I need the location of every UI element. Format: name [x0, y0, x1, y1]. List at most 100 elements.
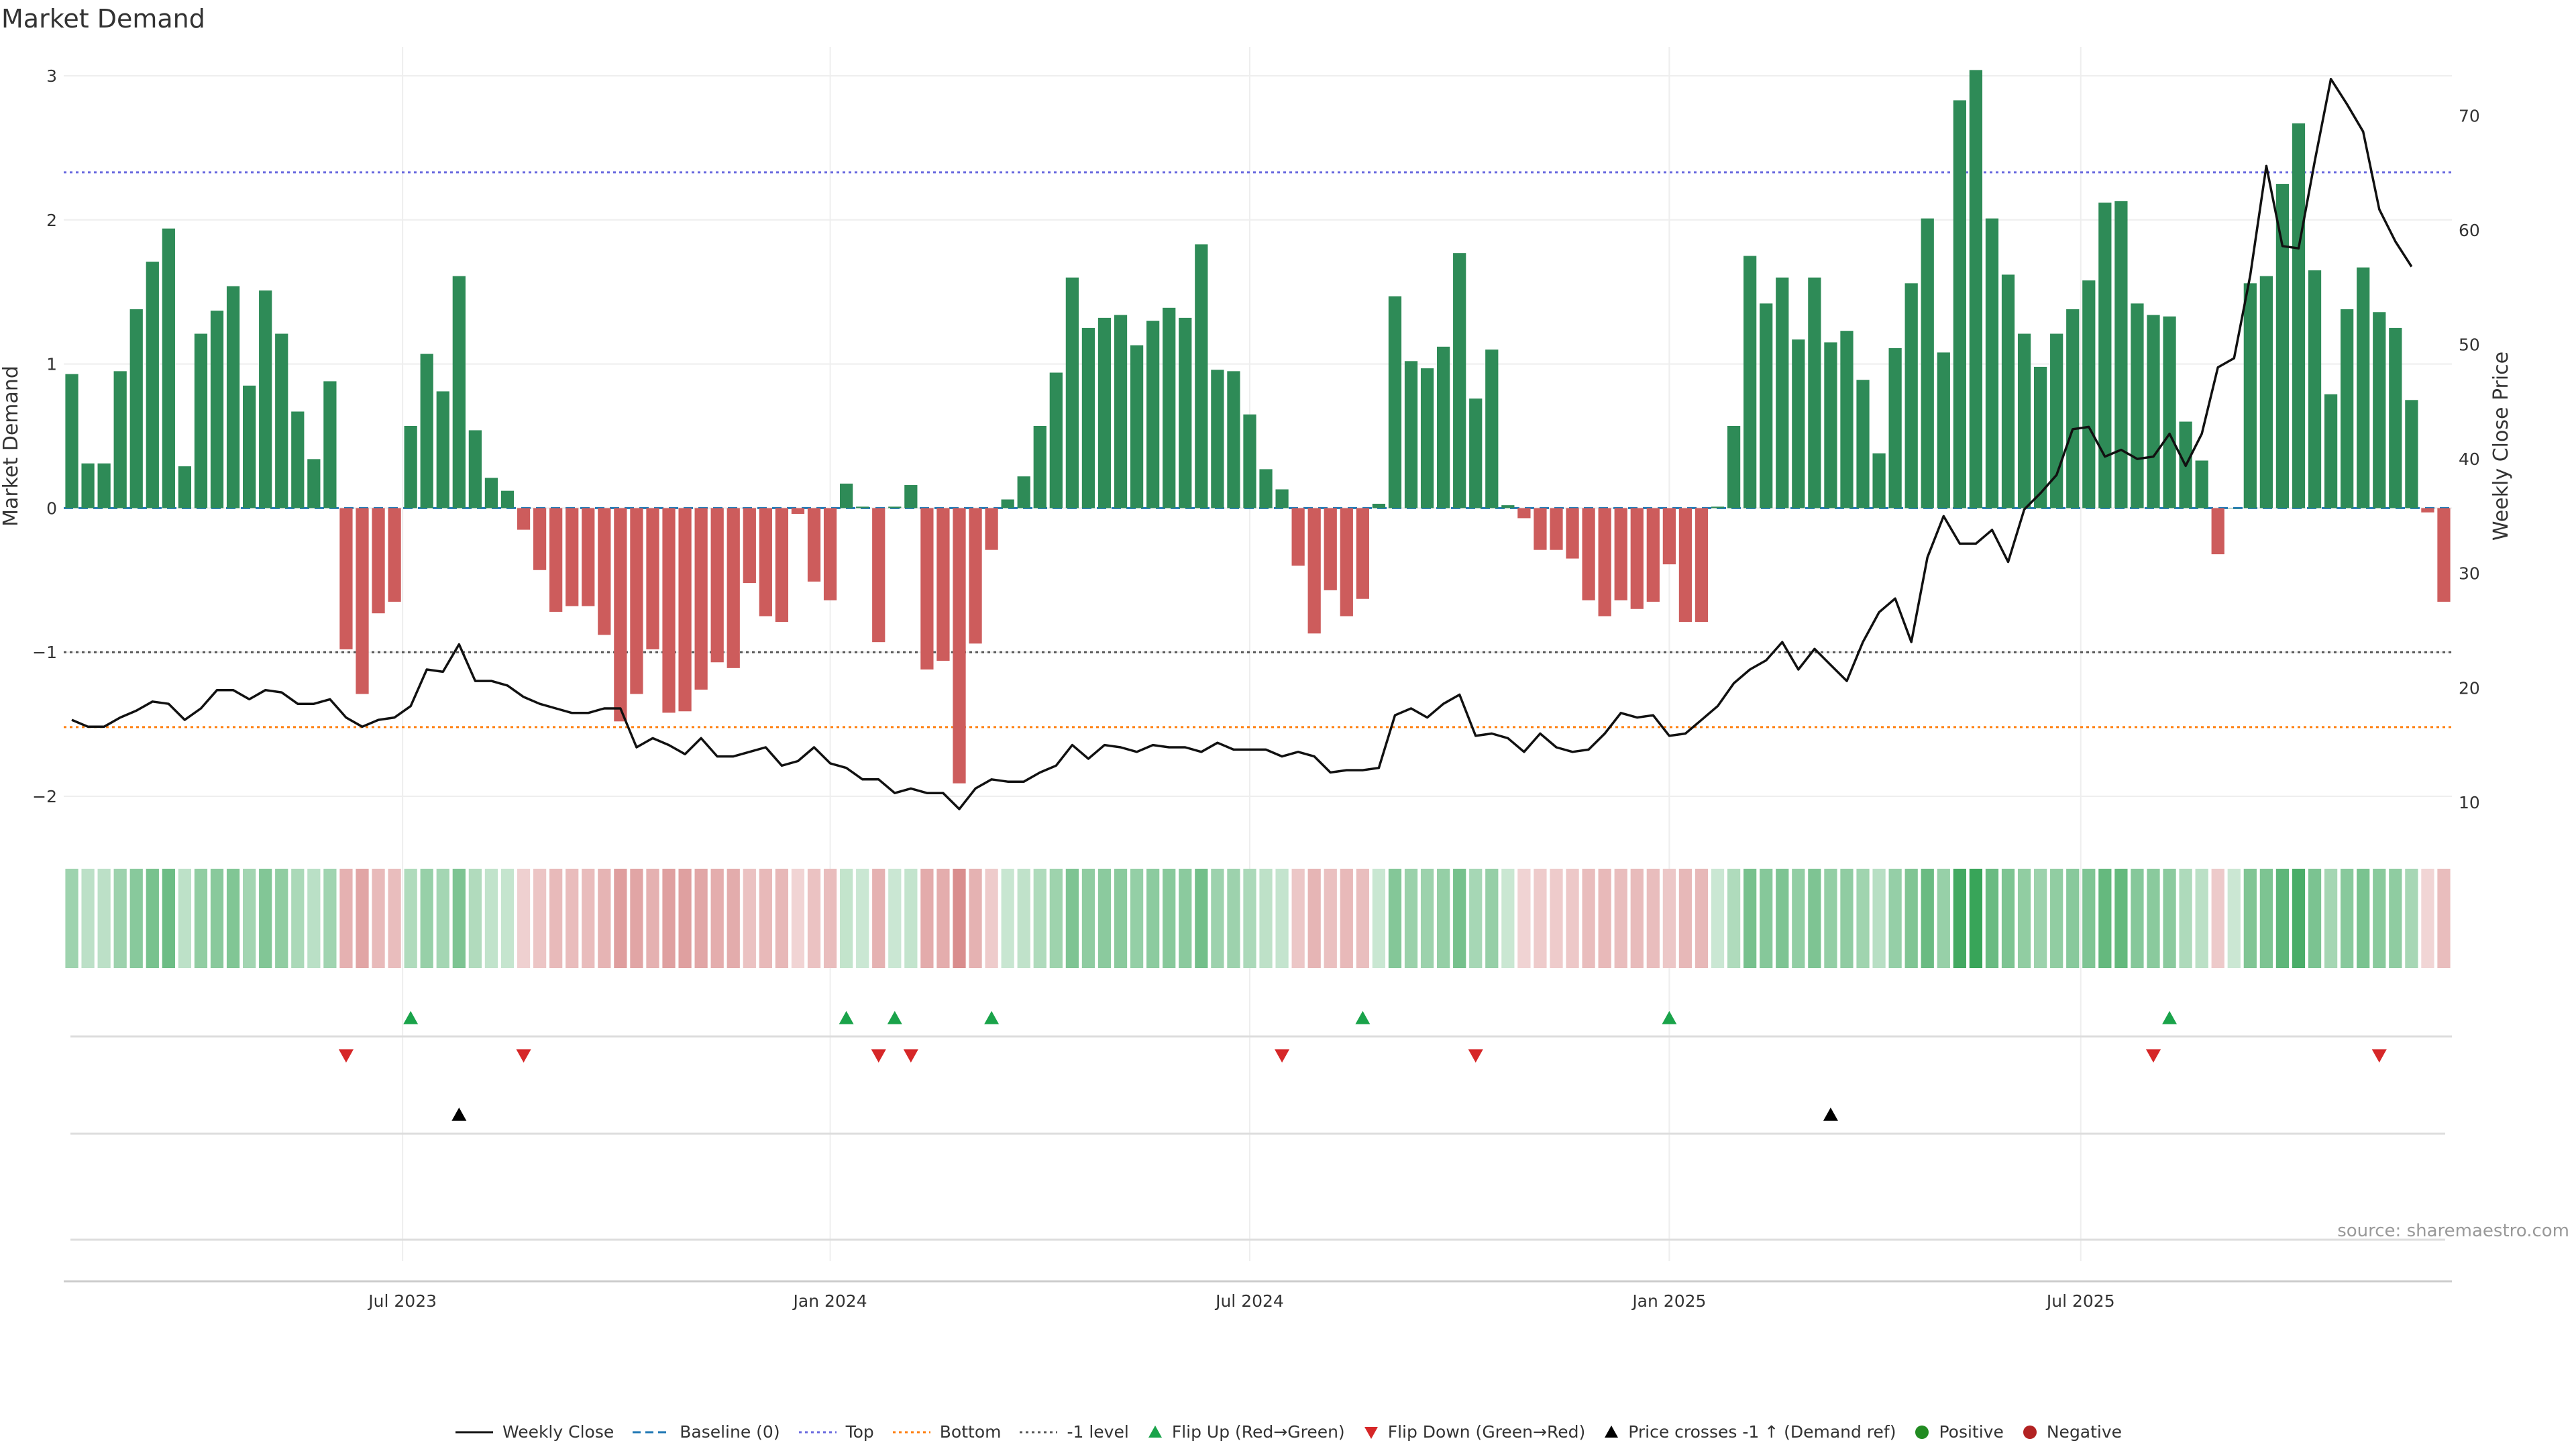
heat-strip-cell [2227, 869, 2241, 968]
heat-strip-cell [1372, 869, 1386, 968]
heat-strip-cell [1420, 869, 1434, 968]
heat-strip-cell [2114, 869, 2128, 968]
demand-bar [630, 508, 643, 694]
legend-item: Weekly Close [454, 1422, 614, 1442]
demand-bar [2211, 508, 2224, 555]
heat-strip-cell [339, 869, 353, 968]
demand-bar [2147, 315, 2160, 508]
demand-bar [2405, 400, 2418, 508]
demand-bar [1211, 370, 1224, 508]
legend-label: Flip Up (Red→Green) [1171, 1422, 1345, 1442]
heat-strip-cell [1534, 869, 1547, 968]
heat-strip-cell [65, 869, 78, 968]
y-right-tick-label: 40 [2459, 449, 2480, 469]
heat-strip-cell [2131, 869, 2144, 968]
demand-bar [2001, 274, 2015, 508]
demand-bar [1953, 100, 1966, 508]
demand-bar [1324, 508, 1337, 590]
heat-strip-cell [129, 869, 143, 968]
heat-strip-cell [1211, 869, 1224, 968]
heat-strip-cell [598, 869, 611, 968]
demand-bar [1872, 453, 1886, 508]
heat-strip-cell [2017, 869, 2031, 968]
source-label: source: sharemaestro.com [2337, 1221, 2569, 1241]
demand-bar [1388, 296, 1402, 508]
heat-strip-cell [1404, 869, 1418, 968]
legend-item: Flip Up (Red→Green) [1146, 1422, 1345, 1442]
flip-up-marker [403, 1011, 419, 1024]
heat-strip-cell [1001, 869, 1014, 968]
legend-swatch [798, 1431, 837, 1433]
demand-bar [1646, 508, 1660, 602]
legend-label: Flip Down (Green→Red) [1387, 1422, 1586, 1442]
demand-bar [1969, 70, 1983, 508]
demand-bar [2275, 184, 2290, 508]
heat-strip-cell [1695, 869, 1709, 968]
heat-strip-cell [1388, 869, 1402, 968]
y-left-tick-label: −2 [32, 787, 57, 806]
heat-strip-cell [1081, 869, 1095, 968]
demand-bar [129, 309, 143, 508]
heat-strip-cell [1985, 869, 1999, 968]
heat-strip-cell [630, 869, 643, 968]
flip-down-marker [338, 1049, 354, 1063]
heat-strip-cell [1097, 869, 1112, 968]
heat-strip-cell [2163, 869, 2176, 968]
heat-strip-cell [162, 869, 175, 968]
demand-bar [1017, 476, 1030, 508]
flip-down-marker [903, 1049, 918, 1063]
heat-strip-cell [807, 869, 821, 968]
demand-bar [1550, 508, 1563, 550]
legend-swatch [1605, 1425, 1619, 1438]
demand-bar [1808, 277, 1821, 508]
demand-bar [2324, 394, 2338, 508]
demand-bar [1630, 508, 1644, 609]
heat-strip-cell [2001, 869, 2015, 968]
x-tick-label: Jul 2023 [367, 1291, 437, 1311]
heat-strip-cell [1243, 869, 1256, 968]
demand-bar [791, 508, 805, 514]
heat-strip-cell [2308, 869, 2322, 968]
heat-strip-cell [614, 869, 627, 968]
x-tick-label: Jul 2024 [1214, 1291, 1284, 1311]
flip-up-marker [1355, 1011, 1371, 1024]
heat-strip-cell [549, 869, 563, 968]
heat-strip-cell [582, 869, 595, 968]
heat-strip-cell [1937, 869, 1950, 968]
legend-swatch [1020, 1431, 1058, 1433]
heat-strip-cell [727, 869, 740, 968]
legend-item: -1 level [1018, 1422, 1129, 1442]
heat-strip-cell [1195, 869, 1208, 968]
heat-strip-cell [1760, 869, 1773, 968]
heat-strip-cell [533, 869, 547, 968]
x-tick-label: Jan 2024 [792, 1291, 867, 1311]
heat-strip-cell [2341, 869, 2354, 968]
heat-strip-cell [840, 869, 853, 968]
legend-item: Flip Down (Green→Red) [1362, 1422, 1586, 1442]
demand-bar [226, 286, 240, 508]
demand-bar [404, 425, 417, 508]
legend-item: Bottom [892, 1422, 1001, 1442]
demand-bar [1695, 508, 1709, 623]
heat-strip-cell [1259, 869, 1273, 968]
demand-bar [1792, 339, 1805, 508]
heat-strip-cell [2147, 869, 2160, 968]
demand-bar [2308, 270, 2322, 508]
heat-strip-cell [1227, 869, 1240, 968]
heat-strip-cell [1291, 869, 1305, 968]
heat-strip-cell [920, 869, 934, 968]
demand-bar [694, 508, 708, 690]
heat-strip-cell [1437, 869, 1450, 968]
demand-bar [2050, 333, 2063, 508]
demand-bar [291, 411, 305, 508]
heat-strip-cell [1840, 869, 1854, 968]
heat-strip-cell [2243, 869, 2257, 968]
demand-bar [1501, 505, 1515, 508]
heat-strip-cell [1017, 869, 1030, 968]
heat-strip-cell [1711, 869, 1725, 968]
demand-bar [598, 508, 611, 635]
heat-strip-cell [1921, 869, 1934, 968]
demand-bar [65, 374, 78, 508]
heat-strip-cell [775, 869, 789, 968]
heat-strip-cell [517, 869, 531, 968]
